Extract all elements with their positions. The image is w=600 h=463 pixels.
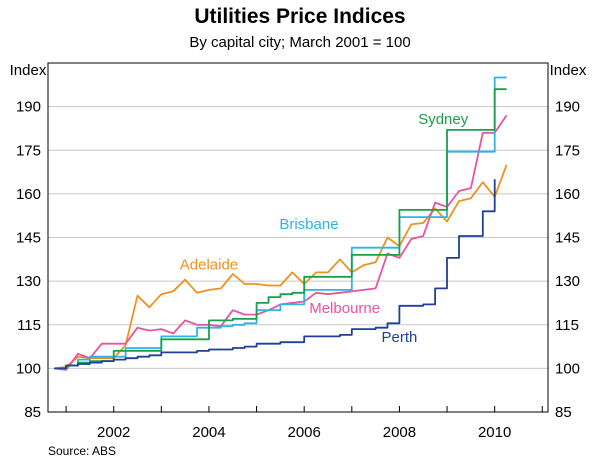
y-tick-label-left: 175	[16, 142, 41, 159]
series-line-perth	[54, 179, 496, 370]
chart-title: Utilities Price Indices	[194, 5, 405, 28]
y-tick-label-right: 85	[555, 404, 572, 421]
series-label-perth: Perth	[381, 329, 417, 346]
y-tick-label-left: 85	[24, 404, 41, 421]
y-tick-label-left: 100	[16, 360, 41, 377]
series-line-melbourne	[54, 114, 508, 371]
series-label-brisbane: Brisbane	[279, 216, 338, 233]
series-line-sydney	[54, 88, 507, 370]
y-tick-label-right: 100	[555, 360, 580, 377]
x-tick-label: 2002	[97, 424, 130, 441]
y-tick-label-left: 115	[17, 317, 41, 334]
series-line-adelaide	[54, 164, 508, 370]
y-tick-label-right: 190	[555, 99, 580, 116]
y-tick-label-left: 160	[16, 186, 41, 203]
y-tick-label-left: 190	[16, 99, 41, 116]
plot-frame	[47, 62, 549, 413]
y-tick-label-right: 145	[555, 230, 580, 247]
x-tick-label: 2006	[288, 424, 321, 441]
y-tick-label-right: 175	[555, 142, 580, 159]
source-note: Source: ABS	[48, 444, 116, 458]
series-label-melbourne: Melbourne	[309, 300, 380, 317]
series-lines	[54, 76, 508, 371]
series-label-sydney: Sydney	[418, 111, 469, 128]
y-tick-label-right: 160	[555, 186, 580, 203]
x-tick-label: 2004	[192, 424, 225, 441]
tick-labels: 85 85 100 100 115 115 130 130 145 145 160 160 175 175…	[16, 99, 580, 441]
y-tick-label-left: 130	[16, 273, 41, 290]
y-tick-label-right: 130	[555, 273, 580, 290]
y-axis-label-left: Index	[10, 62, 47, 79]
x-tick-label: 2010	[478, 424, 511, 441]
series-labels: Adelaide Melbourne Brisbane Sydney Perth	[180, 111, 469, 346]
x-tick-label: 2008	[383, 424, 416, 441]
y-tick-label-left: 145	[16, 230, 41, 247]
y-axis-label-right: Index	[550, 62, 587, 79]
gridlines	[48, 106, 548, 369]
chart-subtitle: By capital city; March 2001 = 100	[189, 34, 410, 51]
y-tick-label-right: 115	[555, 317, 579, 334]
series-label-adelaide: Adelaide	[180, 256, 238, 273]
